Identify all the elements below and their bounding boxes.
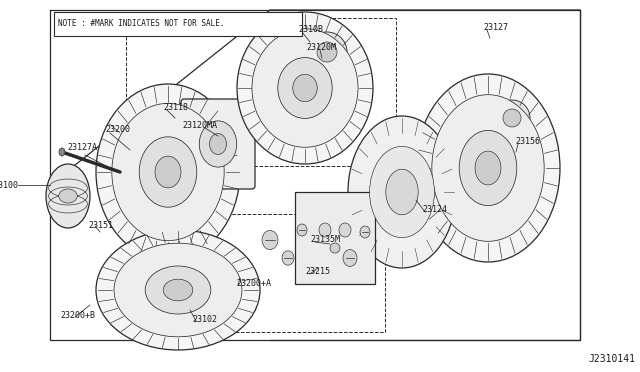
Ellipse shape bbox=[330, 243, 340, 253]
Bar bbox=[54, 12, 302, 36]
Ellipse shape bbox=[475, 151, 501, 185]
Ellipse shape bbox=[503, 109, 521, 127]
Bar bbox=[175, 214, 385, 332]
FancyBboxPatch shape bbox=[295, 192, 375, 284]
Text: NOTE : #MARK INDICATES NOT FOR SALE.: NOTE : #MARK INDICATES NOT FOR SALE. bbox=[58, 19, 225, 29]
Ellipse shape bbox=[460, 131, 517, 206]
Ellipse shape bbox=[237, 12, 373, 164]
Text: 23200: 23200 bbox=[105, 125, 130, 135]
Ellipse shape bbox=[59, 189, 77, 203]
Ellipse shape bbox=[317, 42, 337, 62]
Text: 23127A: 23127A bbox=[67, 144, 97, 153]
Text: 23215: 23215 bbox=[305, 267, 330, 276]
Ellipse shape bbox=[209, 134, 227, 154]
Text: 23100: 23100 bbox=[0, 180, 18, 189]
Ellipse shape bbox=[112, 103, 224, 241]
Ellipse shape bbox=[96, 84, 240, 260]
Text: 23120MA: 23120MA bbox=[182, 122, 217, 131]
Ellipse shape bbox=[292, 74, 317, 102]
Ellipse shape bbox=[155, 156, 181, 188]
Ellipse shape bbox=[343, 250, 357, 266]
Ellipse shape bbox=[370, 147, 435, 238]
Ellipse shape bbox=[46, 164, 90, 228]
Text: 23127: 23127 bbox=[483, 23, 508, 32]
Text: 23118: 23118 bbox=[163, 103, 188, 112]
Ellipse shape bbox=[307, 32, 347, 72]
Ellipse shape bbox=[59, 148, 65, 156]
Text: 23124: 23124 bbox=[422, 205, 447, 215]
Text: J2310141: J2310141 bbox=[588, 354, 635, 364]
Ellipse shape bbox=[282, 251, 294, 265]
Ellipse shape bbox=[145, 266, 211, 314]
Ellipse shape bbox=[339, 223, 351, 237]
Ellipse shape bbox=[163, 279, 193, 301]
Text: 23151: 23151 bbox=[88, 221, 113, 230]
Ellipse shape bbox=[297, 224, 307, 236]
Text: 23200+A: 23200+A bbox=[236, 279, 271, 288]
Text: 23156: 23156 bbox=[515, 138, 540, 147]
Text: 23102: 23102 bbox=[192, 315, 217, 324]
Ellipse shape bbox=[262, 230, 278, 250]
Ellipse shape bbox=[96, 230, 260, 350]
Bar bbox=[126, 18, 396, 166]
Ellipse shape bbox=[319, 223, 331, 237]
Text: 2310B: 2310B bbox=[298, 26, 323, 35]
Ellipse shape bbox=[114, 243, 242, 337]
Ellipse shape bbox=[360, 226, 370, 238]
Ellipse shape bbox=[199, 121, 237, 167]
Ellipse shape bbox=[432, 95, 544, 241]
Ellipse shape bbox=[140, 137, 197, 207]
Ellipse shape bbox=[252, 29, 358, 147]
Ellipse shape bbox=[386, 169, 418, 215]
Ellipse shape bbox=[494, 100, 530, 136]
Ellipse shape bbox=[348, 116, 456, 268]
Ellipse shape bbox=[416, 74, 560, 262]
Text: 23120M: 23120M bbox=[306, 44, 336, 52]
Ellipse shape bbox=[278, 58, 332, 118]
Text: 23135M: 23135M bbox=[310, 235, 340, 244]
FancyBboxPatch shape bbox=[181, 99, 255, 189]
Text: 23200+B: 23200+B bbox=[60, 311, 95, 321]
